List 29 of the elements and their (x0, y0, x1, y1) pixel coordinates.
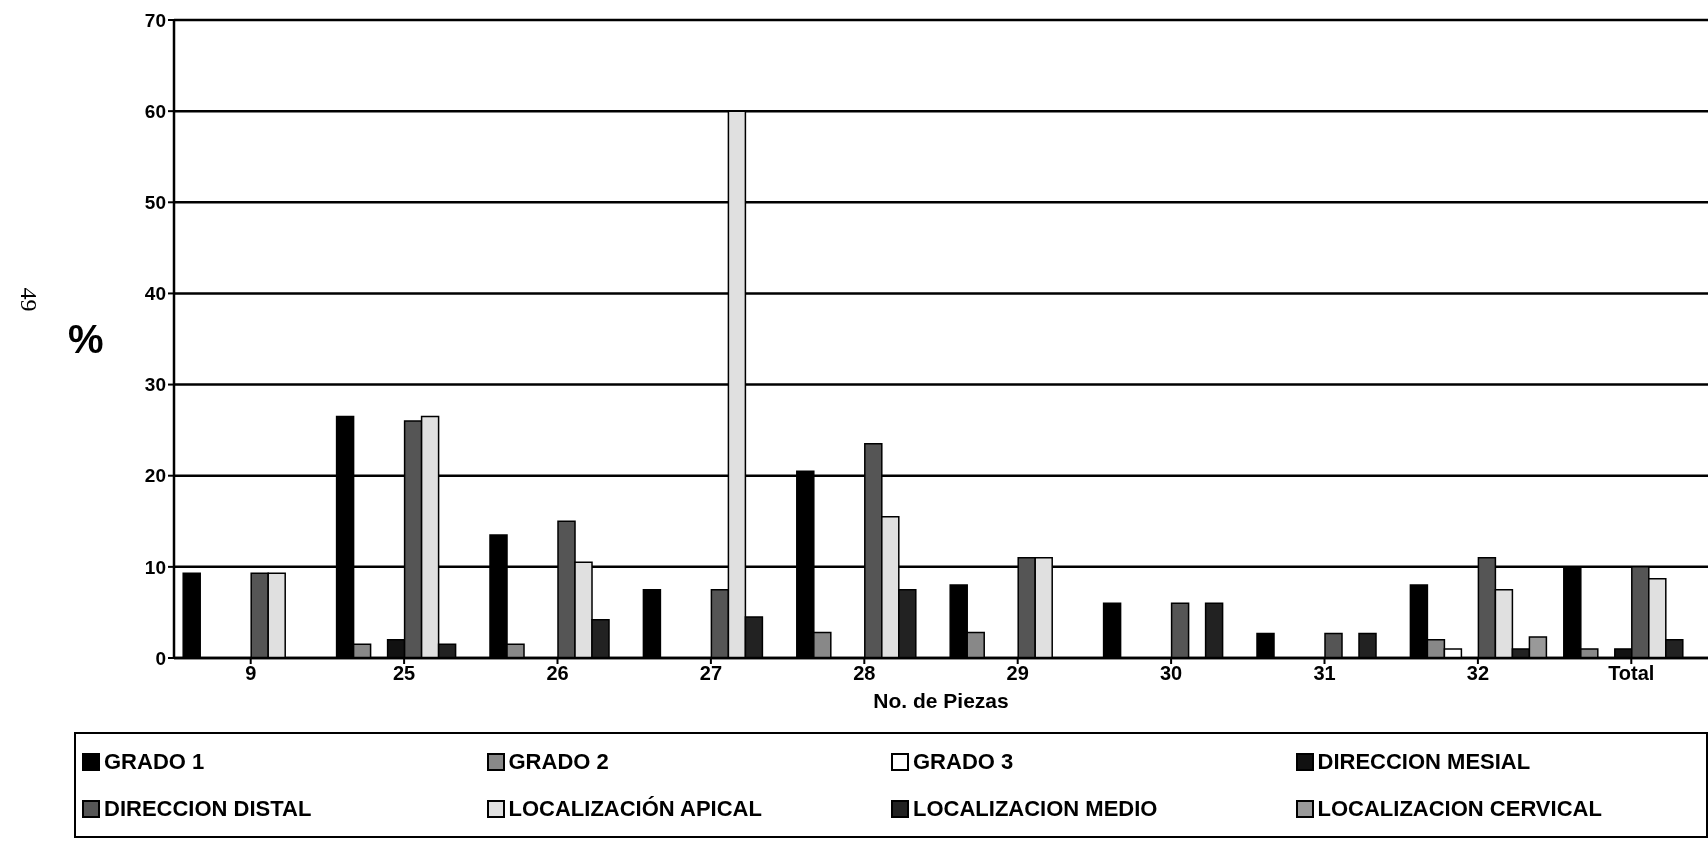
y-tick-label: 0 (155, 647, 166, 669)
legend-label: DIRECCION MESIAL (1317, 748, 1531, 775)
text: 49 (14, 287, 42, 312)
x-tick-label: 32 (1466, 662, 1490, 685)
y-tick-label: 20 (144, 465, 166, 487)
legend-label: LOCALIZACION MEDIO (913, 795, 1158, 822)
x-tick-label: 26 (546, 662, 569, 685)
legend-label: GRADO 2 (508, 748, 609, 775)
y-tick-label: 50 (144, 192, 166, 214)
legend-label: GRADO 1 (104, 748, 205, 775)
y-tick-label: 30 (144, 374, 166, 396)
x-tick-label: 30 (1159, 662, 1183, 685)
y-tick-label: 70 (144, 9, 166, 31)
legend-label: GRADO 3 (913, 748, 1014, 775)
x-axis-title: No. de Piezas (873, 689, 1009, 712)
y-tick-label: 40 (144, 283, 166, 305)
x-tick-label: 9 (245, 662, 257, 685)
y-tick-label: 60 (144, 100, 166, 122)
x-tick-label: 25 (392, 662, 416, 685)
x-tick-label: 29 (1006, 662, 1029, 685)
x-tick-label: 31 (1313, 662, 1336, 685)
y-axis-title: % (68, 317, 104, 362)
x-tick-label: 28 (853, 662, 876, 685)
x-tick-label: 27 (699, 662, 723, 685)
legend-label: DIRECCION DISTAL (104, 795, 312, 822)
x-tick-label: Total (1608, 662, 1655, 685)
y-tick-label: 10 (144, 556, 166, 578)
legend-label: LOCALIZACION CERVICAL (1317, 795, 1602, 822)
legend-label: LOCALIZACIÓN APICAL (508, 795, 762, 822)
